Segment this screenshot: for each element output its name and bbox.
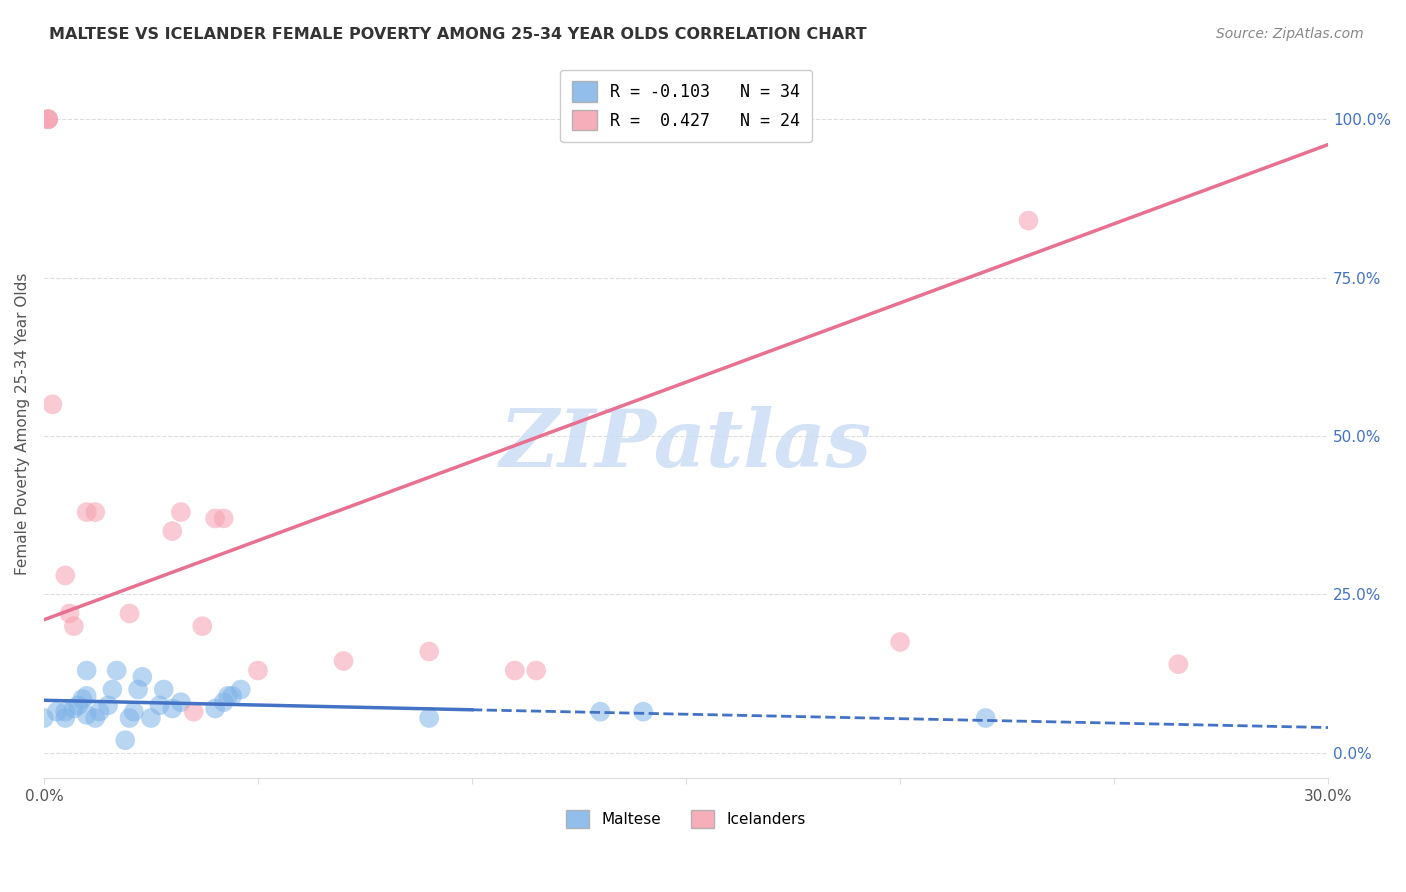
Point [127,682,149,697]
Text: Source: ZipAtlas.com: Source: ZipAtlas.com [1216,27,1364,41]
Point [162,701,184,715]
Point [72,692,94,706]
Point [170,505,193,519]
Point [204,511,226,525]
Point [212,695,235,709]
Point [217,689,239,703]
Point [76,689,98,703]
Point [118,607,141,621]
Point [418,711,440,725]
Point [105,664,128,678]
Point [76,664,98,678]
Point [53,711,76,725]
Point [97,698,120,713]
Point [37,112,59,127]
Point [67,698,90,713]
Point [76,505,98,519]
Y-axis label: Female Poverty Among 25-34 Year Olds: Female Poverty Among 25-34 Year Olds [15,272,30,574]
Point [45,705,67,719]
Point [37,112,59,127]
Text: ZIPatlas: ZIPatlas [501,406,872,483]
Point [131,670,153,684]
Legend: Maltese, Icelanders: Maltese, Icelanders [560,804,813,834]
Point [212,511,235,525]
Point [418,644,440,658]
Point [221,689,243,703]
Point [84,505,107,519]
Point [63,701,86,715]
Point [114,733,136,747]
Point [118,711,141,725]
Text: MALTESE VS ICELANDER FEMALE POVERTY AMONG 25-34 YEAR OLDS CORRELATION CHART: MALTESE VS ICELANDER FEMALE POVERTY AMON… [49,27,868,42]
Point [503,664,526,678]
Point [170,695,193,709]
Point [148,698,170,713]
Point [183,705,205,719]
Point [32,711,55,725]
Point [41,397,63,411]
Point [332,654,354,668]
Point [524,664,547,678]
Point [1017,213,1039,227]
Point [589,705,612,719]
Point [152,682,174,697]
Point [58,607,80,621]
Point [122,705,145,719]
Point [1167,657,1189,672]
Point [631,705,654,719]
Point [246,664,269,678]
Point [63,619,86,633]
Point [84,711,107,725]
Point [162,524,184,538]
Point [101,682,124,697]
Point [229,682,252,697]
Point [76,707,98,722]
Point [37,112,59,127]
Point [191,619,214,633]
Point [204,701,226,715]
Point [53,568,76,582]
Point [139,711,162,725]
Point [889,635,911,649]
Point [53,705,76,719]
Point [89,705,111,719]
Point [974,711,997,725]
